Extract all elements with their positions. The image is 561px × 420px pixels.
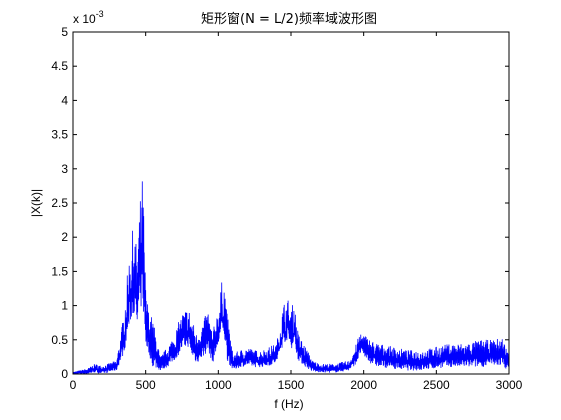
spectrum-series-line: [73, 181, 509, 374]
x-tick-label: 0: [70, 378, 77, 392]
x-tick-label: 2500: [423, 378, 450, 392]
y-tick-label: 1: [61, 299, 68, 313]
text-layer: 矩形窗(N = L/2)频率域波形图 f (Hz) |X(k)| x 10-3: [29, 9, 377, 411]
x-axis-label: f (Hz): [274, 397, 303, 411]
y-tick-label: 0.5: [51, 333, 68, 347]
plot-area: [73, 181, 509, 374]
y-tick-label: 0: [61, 367, 68, 381]
y-tick-label: 4.5: [51, 59, 68, 73]
y-multiplier: x 10-3: [73, 9, 104, 26]
y-tick-label: 1.5: [51, 264, 68, 278]
y-tick-label: 5: [61, 25, 68, 39]
y-axis-label: |X(k)|: [29, 189, 43, 217]
y-tick-label: 2: [61, 230, 68, 244]
x-tick-label: 500: [136, 378, 156, 392]
y-multiplier-base: x 10: [73, 12, 96, 26]
axes: 0 500 1000 1500 2000 2500 3000 0 0.5 1 1.5 2 2.5 3 3.5…: [51, 25, 522, 392]
x-tick-label: 1000: [205, 378, 232, 392]
y-tick-label: 3.5: [51, 128, 68, 142]
y-multiplier-exponent: -3: [96, 9, 104, 19]
y-tick-label: 2.5: [51, 196, 68, 210]
x-tick-label: 3000: [496, 378, 523, 392]
chart-title: 矩形窗(N = L/2)频率域波形图: [201, 11, 377, 27]
x-tick-label: 1500: [278, 378, 305, 392]
y-tick-label: 3: [61, 162, 68, 176]
y-tick-label: 4: [61, 93, 68, 107]
x-tick-label: 2000: [350, 378, 377, 392]
